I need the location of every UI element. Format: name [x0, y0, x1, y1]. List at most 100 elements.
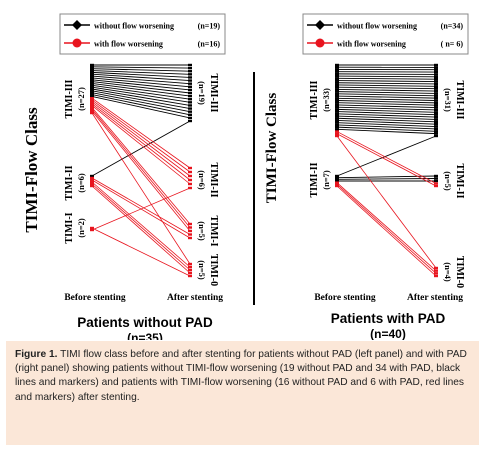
flow-marker-right	[188, 236, 192, 240]
flow-line	[91, 187, 191, 231]
flow-marker-right	[434, 179, 438, 183]
after-class-label: TIMI-0	[208, 254, 219, 286]
flow-marker-right	[434, 92, 438, 95]
flow-line	[91, 86, 191, 103]
flow-marker-left	[90, 226, 94, 230]
flow-line	[91, 95, 191, 119]
flow-line	[336, 97, 437, 101]
flow-line	[91, 185, 191, 274]
y-axis-label-right: TIMI-Flow Class	[264, 93, 280, 204]
flow-marker-left	[90, 91, 94, 94]
flow-marker-right	[434, 132, 438, 135]
flow-marker-left	[90, 109, 94, 113]
flow-marker-left	[335, 90, 339, 93]
legend-box	[59, 13, 226, 55]
flow-marker-left	[335, 184, 339, 188]
flow-marker-left	[335, 68, 339, 71]
flow-line	[336, 135, 437, 177]
before-count-label: (n=27)	[76, 87, 86, 111]
flow-marker-right	[434, 118, 438, 121]
flow-marker-right	[434, 96, 438, 100]
flow-marker-right	[188, 166, 192, 170]
flow-marker-left	[335, 66, 339, 69]
flow-line	[336, 133, 437, 187]
flow-marker-left	[90, 76, 94, 80]
flow-marker-left	[90, 63, 94, 67]
after-class-label: TIMI-0	[454, 256, 465, 288]
flow-marker-right	[188, 94, 192, 98]
flow-marker-right	[434, 177, 438, 180]
flow-line	[91, 77, 191, 88]
flow-line	[336, 128, 437, 135]
flow-line	[336, 73, 437, 75]
flow-marker-right	[434, 122, 438, 126]
flow-marker-right	[434, 87, 438, 90]
flow-marker-left	[335, 99, 339, 102]
flow-marker-right	[434, 130, 438, 133]
before-class-label: TIMI-III	[64, 79, 75, 118]
flow-line	[91, 70, 191, 75]
flow-marker-left	[335, 83, 339, 87]
flow-line	[91, 99, 191, 173]
flow-line	[336, 80, 437, 83]
flow-marker-left	[335, 77, 339, 80]
flow-marker-left	[90, 84, 94, 87]
flow-marker-left	[335, 108, 339, 111]
legend-box	[302, 13, 469, 55]
flow-marker-left	[335, 81, 339, 84]
flow-marker-left	[90, 111, 94, 115]
x-label-after: After stenting	[167, 293, 223, 303]
flow-marker-right	[434, 82, 438, 86]
flow-marker-left	[90, 228, 94, 232]
flow-line	[91, 101, 191, 177]
flow-marker-right	[188, 262, 192, 266]
figure-caption: Figure 1. TIMI flow class before and aft…	[6, 341, 479, 445]
flow-marker-right	[188, 82, 192, 85]
flow-marker-right	[434, 104, 438, 107]
flow-marker-right	[434, 120, 438, 123]
legend-count: (n=16)	[198, 40, 221, 49]
flow-line	[91, 88, 191, 106]
flow-line	[336, 113, 437, 118]
flow-marker-left	[335, 72, 339, 76]
after-class-label: TIMI-II	[208, 162, 219, 197]
flow-marker-left	[90, 89, 94, 93]
flow-marker-right	[434, 63, 438, 67]
flow-marker-right	[188, 170, 192, 174]
flow-marker-right	[434, 78, 438, 81]
flow-marker-left	[90, 102, 94, 105]
flow-line	[91, 112, 191, 265]
flow-marker-left	[335, 85, 339, 89]
flow-line	[91, 107, 191, 225]
flow-marker-right	[434, 182, 438, 185]
legend-diamond-marker	[72, 20, 82, 30]
flow-marker-right	[188, 116, 192, 120]
flow-marker-left	[90, 176, 94, 180]
flow-marker-left	[90, 67, 94, 70]
flow-line	[91, 68, 191, 72]
flow-marker-left	[335, 174, 339, 178]
flow-marker-right	[434, 106, 438, 109]
flow-marker-right	[434, 85, 438, 88]
flow-marker-right	[188, 91, 192, 95]
flow-marker-left	[335, 92, 339, 96]
legend: without flow worsening (n=19) with flow wo…	[59, 13, 226, 55]
flow-line	[336, 106, 437, 111]
flow-marker-left	[90, 184, 94, 188]
after-count-label: (n=19)	[197, 81, 207, 105]
flow-marker-left	[90, 108, 94, 111]
flow-marker-right	[188, 76, 192, 79]
flow-marker-left	[90, 97, 94, 100]
after-count-label: (n=5)	[443, 171, 453, 191]
flow-marker-left	[335, 125, 339, 129]
flow-marker-right	[434, 134, 438, 138]
flow-line	[336, 115, 437, 120]
flow-marker-right	[188, 233, 192, 236]
flow-marker-right	[188, 101, 192, 104]
flow-line	[336, 86, 437, 90]
y-axis-label: TIMI-Flow Class	[22, 107, 41, 233]
flow-line	[336, 178, 437, 180]
flow-line	[336, 82, 437, 85]
flow-marker-right	[434, 125, 438, 128]
flow-marker-left	[90, 87, 94, 91]
